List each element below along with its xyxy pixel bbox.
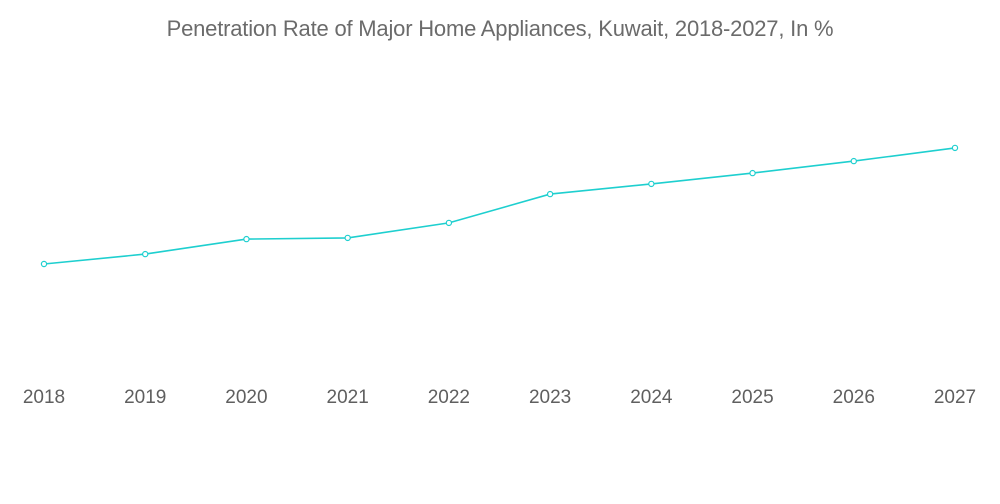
chart-title: Penetration Rate of Major Home Appliance… — [166, 16, 834, 41]
x-tick-label-2019: 2019 — [124, 387, 166, 408]
x-tick-label-2026: 2026 — [833, 387, 875, 408]
data-point-2026[interactable] — [850, 157, 857, 165]
x-tick-label-2021: 2021 — [327, 387, 369, 408]
data-point-2018[interactable] — [40, 260, 48, 268]
x-tick-label-2018: 2018 — [23, 387, 65, 408]
data-point-2024[interactable] — [648, 180, 655, 188]
data-point-2025[interactable] — [749, 169, 756, 177]
x-tick-label-2025: 2025 — [731, 387, 773, 408]
x-tick-label-2027: 2027 — [934, 387, 976, 408]
x-tick-label-2023: 2023 — [529, 387, 571, 408]
x-tick-label-2024: 2024 — [630, 387, 673, 408]
x-axis-tick-labels: 2018 2019 2020 2021 2022 2023 2024 2025 2026 2027 — [23, 387, 976, 408]
data-point-2027[interactable] — [951, 144, 959, 152]
x-tick-label-2020: 2020 — [225, 387, 267, 408]
x-tick-label-2022: 2022 — [428, 387, 470, 408]
data-point-2020[interactable] — [243, 235, 250, 243]
series-group — [40, 144, 959, 268]
data-point-2023[interactable] — [546, 190, 554, 198]
data-point-2019[interactable] — [142, 250, 149, 258]
data-point-2021[interactable] — [344, 234, 351, 242]
series-line — [43, 147, 956, 265]
data-point-2022[interactable] — [445, 219, 453, 227]
